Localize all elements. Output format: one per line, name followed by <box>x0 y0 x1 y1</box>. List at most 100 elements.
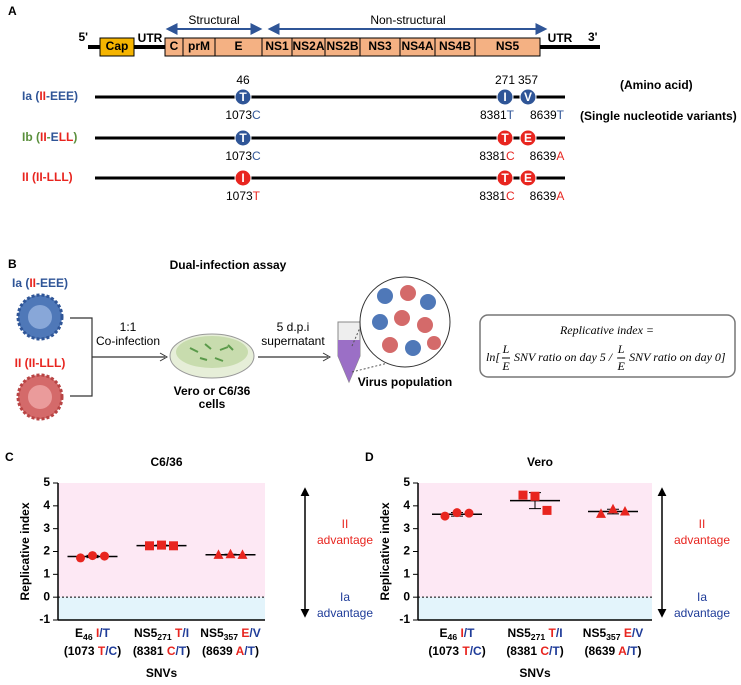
three-prime: 3' <box>588 30 598 44</box>
x-tick-label: (1073 T/C) <box>428 644 485 658</box>
text-segment: ) <box>186 644 190 658</box>
step-label: 5 d.p.i <box>277 320 310 334</box>
residue-circle <box>519 88 537 106</box>
text-segment: ) <box>482 644 486 658</box>
formula-text: ln[ <box>486 350 501 364</box>
y-tick-label: 0 <box>403 589 410 603</box>
snv-base: A <box>556 149 564 163</box>
data-point <box>608 503 618 514</box>
aa-position: 46 <box>236 73 250 87</box>
gene-label: NS2B <box>326 39 358 53</box>
snv-position: 1073 <box>226 189 253 203</box>
residue-circle <box>496 129 514 147</box>
text-segment: E <box>238 626 249 640</box>
x-axis-label: SNVs <box>146 666 178 680</box>
snv-label: 8381T <box>480 108 515 122</box>
snv-label: 8639A <box>530 189 565 203</box>
text-segment: II <box>29 276 36 290</box>
y-tick-label: 5 <box>403 475 410 489</box>
residue-circle <box>496 88 514 106</box>
text-segment: (8381 <box>506 644 540 658</box>
arrow-head <box>159 352 169 362</box>
snv-base: T <box>507 108 515 122</box>
text-segment: /T <box>99 626 110 640</box>
x-tick-label: E46 I/T <box>75 626 111 642</box>
data-point <box>213 549 224 559</box>
y-tick-label: 2 <box>403 544 410 558</box>
text-segment: /C <box>470 644 482 658</box>
snv-position: 8639 <box>530 108 557 122</box>
text-segment: ) <box>560 644 564 658</box>
snv-position: 8639 <box>530 149 557 163</box>
residue-circle <box>234 169 252 187</box>
text-segment: /I <box>556 626 563 640</box>
text-segment: NS5 <box>583 626 607 640</box>
snv-base: C <box>506 149 515 163</box>
text-segment: (1073 <box>64 644 98 658</box>
fraction-denominator: E <box>501 359 510 373</box>
snv-base: C <box>506 189 515 203</box>
tube <box>337 321 361 384</box>
text-segment: /T <box>244 644 255 658</box>
text-segment: ) <box>637 644 641 658</box>
data-point <box>596 508 606 518</box>
gene-label: C <box>170 39 179 53</box>
text-segment: E <box>621 626 632 640</box>
residue-circle <box>519 129 537 147</box>
advantage-label: Ia <box>340 590 350 604</box>
text-segment: /C <box>105 644 117 658</box>
data-point <box>452 508 462 518</box>
advantage-label: advantage <box>317 606 373 620</box>
panel-label: D <box>365 450 374 464</box>
gene-label: NS4A <box>401 39 433 53</box>
text-segment: /T <box>464 626 475 640</box>
gene-label: NS1 <box>265 39 289 53</box>
x-tick-label: (8381 C/T) <box>133 644 190 658</box>
panel-label: B <box>8 257 17 271</box>
virus-population-icon <box>359 276 451 368</box>
text-segment: /V <box>632 626 643 640</box>
text-segment: - <box>47 130 51 144</box>
row-label: II (II-LLL) <box>22 170 73 184</box>
residue-label: T <box>501 131 509 145</box>
gene-label: NS2A <box>292 39 324 53</box>
snv-position: 8381 <box>480 108 507 122</box>
gene-label: NS5 <box>496 39 520 53</box>
virus-icon-blue <box>16 293 64 341</box>
residue-label: T <box>239 131 247 145</box>
snv-base: T <box>557 108 565 122</box>
y-tick-label: 3 <box>403 521 410 535</box>
residue-circle <box>519 169 537 187</box>
step-label: 1:1 <box>120 320 137 334</box>
residue-label: I <box>241 171 244 185</box>
aa-position: 357 <box>518 73 538 87</box>
text-segment: ) <box>73 130 77 144</box>
text-segment: I <box>93 626 100 640</box>
virus-icon-red <box>16 373 64 421</box>
chart-title: C6/36 <box>150 455 182 469</box>
snv-label: 1073C <box>225 108 261 122</box>
x-tick-label: NS5357 E/V <box>200 626 260 642</box>
snv-label: 8639T <box>530 108 565 122</box>
y-tick-label: 1 <box>403 567 410 581</box>
fraction-numerator: L <box>617 342 625 356</box>
text-segment: /T <box>176 644 187 658</box>
x-tick-label: (8639 A/T) <box>585 644 642 658</box>
data-point <box>530 491 540 501</box>
negative-region <box>418 597 652 620</box>
bracket <box>70 317 165 397</box>
text-segment: -EEE) <box>46 89 78 103</box>
text-segment: 357 <box>224 632 239 642</box>
snv-base: C <box>252 149 261 163</box>
fraction-denominator: E <box>616 359 625 373</box>
gene-label: NS3 <box>368 39 392 53</box>
data-point <box>620 506 630 516</box>
row-label: Ia (II-EEE) <box>22 89 78 103</box>
formula-text: Replicative index = <box>559 323 654 337</box>
residue-label: E <box>524 171 532 185</box>
text-segment: (8639 <box>585 644 619 658</box>
y-axis-label: Replicative index <box>378 502 392 600</box>
cap-label: Cap <box>106 39 129 53</box>
region-label: Structural <box>188 13 239 27</box>
residue-label: E <box>524 131 532 145</box>
